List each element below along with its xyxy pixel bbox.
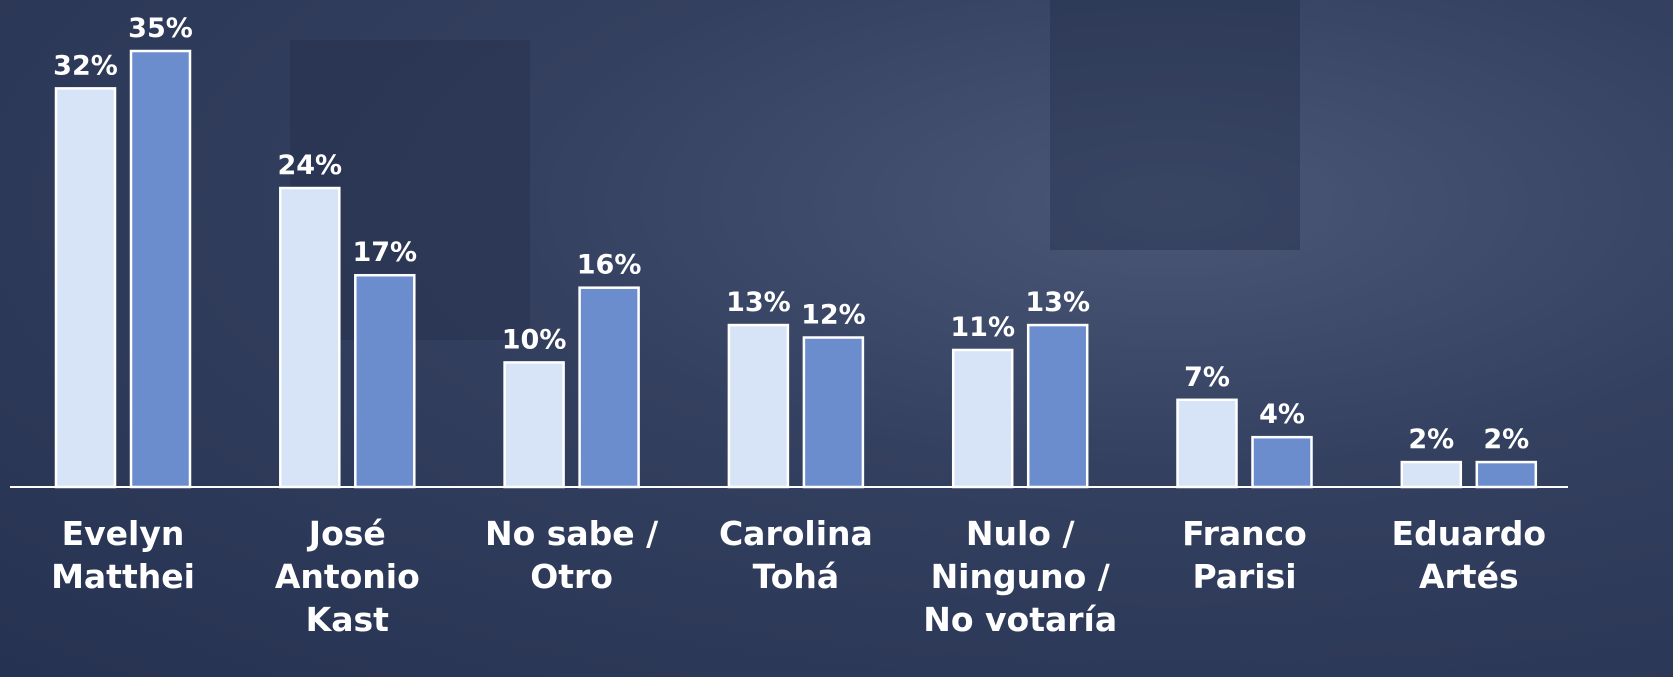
bar xyxy=(951,348,1014,489)
bar xyxy=(578,286,640,489)
value-label: 7% xyxy=(1184,362,1230,393)
bar xyxy=(354,273,416,489)
bar xyxy=(503,361,565,489)
value-label: 13% xyxy=(726,287,791,318)
value-label: 10% xyxy=(502,324,567,355)
value-label: 11% xyxy=(950,312,1015,343)
bar xyxy=(1475,460,1538,489)
value-label: 4% xyxy=(1259,399,1305,430)
bar xyxy=(54,87,117,489)
bar xyxy=(1251,435,1313,489)
bar xyxy=(1400,460,1463,489)
x-tick-label: Nulo / Ninguno / No votaría xyxy=(923,514,1118,639)
value-label: 2% xyxy=(1408,424,1454,455)
x-tick-label: Eduardo Artés xyxy=(1391,514,1547,596)
value-label: 35% xyxy=(128,13,193,44)
value-label: 13% xyxy=(1025,287,1090,318)
bar xyxy=(129,49,192,489)
bar xyxy=(1026,323,1089,489)
value-label: 12% xyxy=(801,300,866,331)
x-tick-label: No sabe / Otro xyxy=(484,514,659,596)
x-tick-label: Carolina Tohá xyxy=(718,514,873,596)
bar xyxy=(1176,398,1238,489)
bar xyxy=(279,186,341,489)
x-tick-label: Franco Parisi xyxy=(1182,514,1307,596)
value-label: 32% xyxy=(53,50,118,81)
x-tick-label: Evelyn Matthei xyxy=(51,514,195,596)
bar xyxy=(727,323,790,489)
value-label: 17% xyxy=(352,237,417,268)
bg-shape xyxy=(1050,0,1300,250)
value-label: 2% xyxy=(1483,424,1529,455)
value-label: 16% xyxy=(577,250,642,281)
x-tick-label: José Antonio Kast xyxy=(274,514,420,639)
bar xyxy=(802,336,865,489)
value-label: 24% xyxy=(277,150,342,181)
